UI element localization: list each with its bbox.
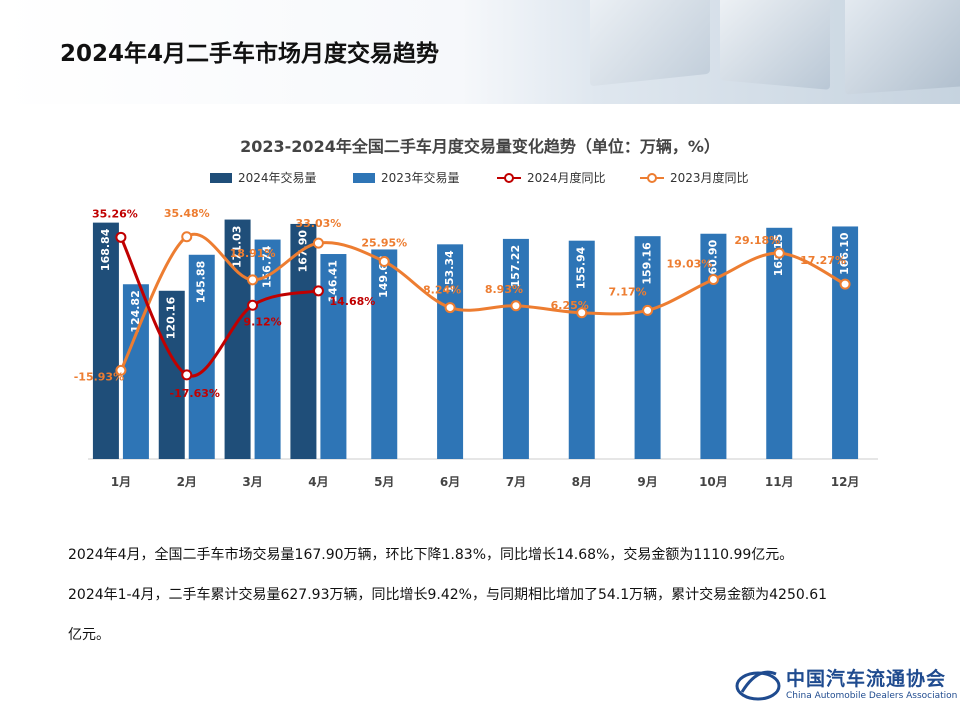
x-tick-label: 10月 bbox=[699, 475, 728, 489]
bar-2023-10 bbox=[700, 233, 727, 459]
line-point-2024-3 bbox=[247, 299, 259, 311]
legend-label: 2024月度同比 bbox=[527, 171, 606, 185]
legend-swatch bbox=[353, 172, 375, 183]
line-point-2023-8 bbox=[576, 307, 588, 319]
line-label-2023-2: 35.48% bbox=[164, 207, 210, 220]
bar-2023-8-label: 155.94 bbox=[575, 246, 588, 289]
bar-2024-3-label: 171.03 bbox=[231, 226, 244, 268]
line-label-2023-12: 17.27% bbox=[800, 254, 846, 267]
summary-line-2: 2024年1-4月，二手车累计交易量627.93万辆，同比增长9.42%，与同期… bbox=[68, 587, 828, 603]
bar-2023-2-label: 145.88 bbox=[195, 261, 208, 303]
line-point-2023-10 bbox=[707, 274, 719, 286]
bar-2024-4 bbox=[290, 223, 317, 459]
legend-item-2024-yoy: 2024月度同比 bbox=[497, 169, 606, 186]
legend-swatch bbox=[497, 172, 521, 183]
x-tick-label: 3月 bbox=[242, 475, 262, 489]
logo-text-cn: 中国汽车流通协会 bbox=[786, 668, 947, 690]
line-point-2024-4 bbox=[312, 285, 324, 297]
legend-item-2024-volume: 2024年交易量 bbox=[210, 169, 317, 186]
bar-2023-6-label: 153.34 bbox=[443, 250, 456, 293]
line-point-2023-1 bbox=[115, 364, 127, 376]
bar-2024-1-label: 168.84 bbox=[99, 228, 112, 271]
summary-line-1: 2024年4月，全国二手车市场交易量167.90万辆，环比下降1.83%，同比增… bbox=[68, 547, 794, 563]
line-label-2024-1: 35.26% bbox=[92, 207, 138, 220]
x-tick-label: 7月 bbox=[506, 475, 526, 489]
line-label-2024-2: -17.63% bbox=[170, 387, 220, 400]
line-label-2023-4: 33.03% bbox=[296, 217, 342, 230]
line-label-2023-7: 8.93% bbox=[485, 283, 523, 296]
x-tick-label: 11月 bbox=[765, 475, 794, 489]
legend-item-2023-yoy: 2023月度同比 bbox=[640, 169, 749, 186]
line-label-2023-10: 19.03% bbox=[667, 258, 713, 271]
line-label-2023-1: -15.93% bbox=[74, 370, 124, 383]
bar-2023-7-label: 157.22 bbox=[509, 245, 522, 287]
x-tick-label: 12月 bbox=[831, 475, 860, 489]
logo-text-en: China Automobile Dealers Association bbox=[786, 691, 958, 701]
bar-2023-9-label: 159.16 bbox=[641, 242, 654, 285]
bar-2024-2 bbox=[158, 290, 185, 459]
cada-logo: 中国汽车流通协会 China Automobile Dealers Associ… bbox=[730, 660, 960, 710]
x-tick-label: 2月 bbox=[177, 475, 197, 489]
page-title: 2024年4月二手车市场月度交易趋势 bbox=[60, 41, 440, 67]
line-label-2024-4: 14.68% bbox=[330, 295, 376, 308]
bar-2023-9 bbox=[634, 236, 661, 459]
x-tick-label: 6月 bbox=[440, 475, 460, 489]
x-tick-label: 9月 bbox=[637, 475, 657, 489]
bar-2024-3 bbox=[224, 219, 251, 459]
header-banner: 2024年4月二手车市场月度交易趋势 bbox=[0, 0, 960, 104]
bar-2023-4 bbox=[320, 254, 347, 459]
x-tick-label: 1月 bbox=[111, 475, 131, 489]
line-point-2023-2 bbox=[181, 231, 193, 243]
bar-2023-5 bbox=[371, 249, 398, 459]
bar-2023-4-label: 146.41 bbox=[326, 260, 339, 302]
bar-2024-1 bbox=[92, 222, 119, 459]
line-label-2023-11: 29.18% bbox=[734, 234, 780, 247]
legend-swatch bbox=[210, 172, 232, 183]
x-tick-label: 5月 bbox=[374, 475, 394, 489]
legend-label: 2024年交易量 bbox=[238, 171, 317, 185]
legend-label: 2023年交易量 bbox=[381, 171, 460, 185]
cada-logo-icon bbox=[735, 670, 781, 701]
bar-2023-11 bbox=[766, 227, 793, 459]
line-point-2024-2 bbox=[181, 369, 193, 381]
bar-2023-6 bbox=[437, 244, 464, 459]
chart-title: 2023-2024年全国二手车月度交易量变化趋势（单位：万辆，%） bbox=[240, 137, 720, 156]
legend-item-2023-volume: 2023年交易量 bbox=[353, 169, 460, 186]
line-point-2023-3 bbox=[247, 274, 259, 286]
line-label-2023-9: 7.17% bbox=[608, 285, 646, 298]
bar-2023-12 bbox=[832, 226, 859, 459]
line-point-2023-7 bbox=[510, 300, 522, 312]
line-point-2024-1 bbox=[115, 231, 127, 243]
bar-2024-2-label: 120.16 bbox=[165, 296, 178, 339]
line-label-2023-5: 25.95% bbox=[361, 237, 407, 250]
bar-2023-2 bbox=[188, 254, 215, 459]
bar-2023-8 bbox=[568, 240, 595, 459]
line-point-2023-6 bbox=[444, 302, 456, 314]
bar-2023-7 bbox=[502, 238, 529, 459]
x-tick-label: 8月 bbox=[572, 475, 592, 489]
line-point-2023-11 bbox=[773, 247, 785, 259]
bar-2023-1-label: 124.82 bbox=[129, 290, 142, 332]
line-point-2023-9 bbox=[642, 304, 654, 316]
line-point-2023-12 bbox=[839, 278, 851, 290]
line-point-2023-5 bbox=[378, 256, 390, 268]
legend-label: 2023月度同比 bbox=[670, 171, 749, 185]
bar-2023-12-label: 166.10 bbox=[838, 232, 851, 275]
line-point-2023-4 bbox=[312, 237, 324, 249]
line-label-2023-8: 6.25% bbox=[551, 299, 589, 312]
summary-line-3: 亿元。 bbox=[68, 627, 110, 643]
line-label-2023-3: 18.91% bbox=[230, 247, 276, 260]
x-tick-label: 4月 bbox=[308, 475, 328, 489]
line-label-2024-3: 9.12% bbox=[243, 315, 281, 328]
line-label-2023-6: 8.24% bbox=[423, 284, 461, 297]
line-series-2024 bbox=[119, 236, 319, 378]
bar-2023-10-label: 160.90 bbox=[706, 239, 719, 282]
legend-swatch bbox=[640, 172, 664, 183]
